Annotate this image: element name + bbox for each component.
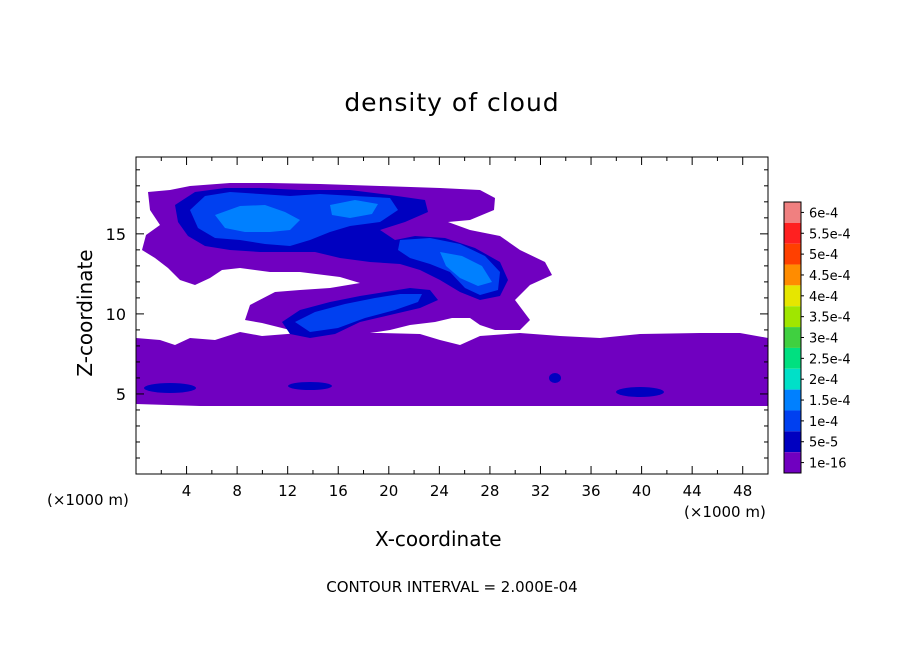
x-tick-label: 44 [683, 482, 702, 500]
y-tick-label: 10 [106, 305, 126, 324]
y-axis-unit: (×1000 m) [47, 491, 129, 509]
y-tick-label: 15 [106, 225, 126, 244]
low-feature-4 [549, 373, 561, 383]
x-ticks: 4 8 12 16 20 24 28 32 36 40 44 48 [160, 157, 752, 500]
density-field [136, 183, 768, 406]
colorbar-swatch [784, 368, 801, 390]
contour-interval-note: CONTOUR INTERVAL = 2.000E-04 [326, 578, 578, 596]
colorbar-swatch [784, 347, 801, 369]
colorbar-label: 5.5e-4 [809, 227, 851, 242]
low-cloud-layer [136, 332, 768, 406]
x-tick-label: 40 [632, 482, 651, 500]
x-tick-label: 20 [379, 482, 398, 500]
colorbar-swatch [784, 222, 801, 244]
x-tick-label: 48 [733, 482, 752, 500]
colorbar-label: 1e-4 [809, 415, 838, 430]
colorbar-label: 3e-4 [809, 332, 838, 347]
x-tick-label: 36 [581, 482, 600, 500]
colorbar-label: 2e-4 [809, 373, 838, 388]
colorbar-label: 5e-4 [809, 248, 838, 263]
x-tick-label: 12 [278, 482, 297, 500]
colorbar-swatch [784, 306, 801, 328]
plot-frame [135, 156, 769, 475]
colorbar-swatch [784, 202, 801, 223]
y-axis-label: Z-coordinate [73, 249, 97, 377]
x-tick-label: 28 [480, 482, 499, 500]
low-feature-3 [616, 387, 664, 397]
colorbar-swatch [784, 264, 801, 286]
colorbar-swatch [784, 285, 801, 307]
colorbar-label: 5e-5 [809, 436, 838, 451]
core-streak-3 [440, 252, 492, 286]
x-tick-label: 32 [531, 482, 550, 500]
colorbar-swatch [784, 243, 801, 265]
colorbar-label: 1.5e-4 [809, 394, 851, 409]
colorbar-swatch [784, 410, 801, 432]
x-tick-label: 8 [232, 482, 242, 500]
core-streak-2 [330, 200, 378, 218]
colorbar-swatch [784, 389, 801, 411]
colorbar-label: 3.5e-4 [809, 311, 851, 326]
x-tick-label: 16 [329, 482, 348, 500]
chart-title: density of cloud [344, 88, 560, 117]
colorbar-label: 1e-16 [809, 457, 847, 472]
y-tick-label: 5 [116, 385, 126, 404]
core-streak-1 [215, 205, 300, 232]
y-ticks: 5 10 15 [106, 169, 768, 459]
colorbar-swatch [784, 431, 801, 453]
x-axis-unit: (×1000 m) [684, 503, 766, 521]
x-tick-label: 24 [430, 482, 449, 500]
x-tick-label: 4 [182, 482, 192, 500]
colorbar: 6e-4 5.5e-4 5e-4 4.5e-4 4e-4 3.5e-4 3e-4 2.5e-4… [783, 201, 851, 474]
colorbar-label: 2.5e-4 [809, 352, 851, 367]
mid-band-inner [295, 294, 422, 332]
colorbar-label: 6e-4 [809, 206, 838, 221]
colorbar-label: 4e-4 [809, 290, 838, 305]
colorbar-label: 4.5e-4 [809, 269, 851, 284]
colorbar-swatch [784, 327, 801, 348]
low-feature-1 [144, 383, 196, 393]
x-axis-label: X-coordinate [375, 527, 502, 551]
low-feature-2 [288, 382, 332, 390]
colorbar-swatch [784, 452, 801, 473]
